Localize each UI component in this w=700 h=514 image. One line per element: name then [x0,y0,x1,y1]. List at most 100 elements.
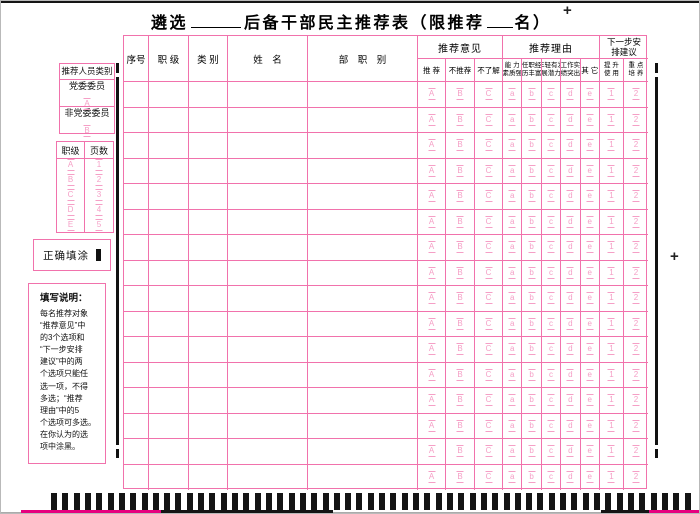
entry-cell[interactable] [189,311,228,337]
entry-cell[interactable] [228,311,308,337]
bubble-cell[interactable]: C [475,82,503,108]
bubble-cell[interactable]: 1 [599,133,624,159]
bubble-A[interactable]: A [428,293,435,303]
entry-cell[interactable] [308,362,418,388]
bubble-cell[interactable]: c [542,464,562,490]
bubble-2[interactable]: 2 [633,395,639,405]
bubble-C[interactable]: C [485,318,492,328]
bubble-cell[interactable]: b [522,158,542,184]
bubble-a[interactable]: a [509,165,515,175]
bubble-d[interactable]: d [568,472,573,482]
bubble-A[interactable]: A [428,267,435,277]
bubble-d[interactable]: d [568,369,573,379]
bubble-cell[interactable]: C [475,158,503,184]
bubble-a[interactable]: a [509,369,515,379]
bubble-cell[interactable]: b [522,311,542,337]
entry-cell[interactable] [228,464,308,490]
bubble-cell[interactable]: 1 [599,413,624,439]
bubble-e[interactable]: e [587,395,592,405]
bubble-cell[interactable]: d [561,82,581,108]
bubble-1[interactable]: 1 [609,267,614,277]
bubble-A[interactable]: A [428,420,435,430]
bubble-cell[interactable]: A [418,311,446,337]
entry-cell[interactable] [189,464,228,490]
bubble-cell[interactable]: A [418,235,446,261]
bubble-cell[interactable]: B [446,235,475,261]
bubble-cell[interactable]: A [418,209,446,235]
bubble-B[interactable]: B [84,126,90,135]
bubble-1[interactable]: 1 [609,395,614,405]
bubble-cell[interactable]: a [503,133,523,159]
bubble-A[interactable]: A [428,446,435,456]
bubble-cell[interactable]: C [475,286,503,312]
entry-cell[interactable] [149,362,189,388]
bubble-cell[interactable]: B [446,388,475,414]
bubble-cell[interactable]: 2 [623,286,648,312]
bubble-cell[interactable]: a [503,362,523,388]
entry-cell[interactable] [228,362,308,388]
bubble-b[interactable]: b [529,89,534,99]
bubble-cell[interactable]: b [522,337,542,363]
bubble-B[interactable]: B [457,267,463,277]
bubble-C[interactable]: C [485,242,492,252]
bubble-1[interactable]: 1 [609,216,614,226]
bubble-c[interactable]: c [548,420,553,430]
bubble-cell[interactable]: C [475,464,503,490]
bubble-b[interactable]: b [529,267,534,277]
bubble-cell[interactable]: d [561,413,581,439]
bubble-cell[interactable]: b [522,133,542,159]
bubble-C[interactable]: C [67,189,74,199]
entry-cell[interactable] [228,107,308,133]
bubble-e[interactable]: e [587,242,592,252]
bubble-B[interactable]: B [457,165,463,175]
entry-cell[interactable] [308,82,418,108]
entry-cell[interactable] [189,362,228,388]
bubble-b[interactable]: b [529,242,534,252]
bubble-cell[interactable]: 1 [600,464,624,490]
bubble-cell[interactable]: c [541,260,562,286]
bubble-cell[interactable]: b [522,82,542,108]
bubble-c[interactable]: c [548,191,553,201]
bubble-cell[interactable]: d [561,311,581,337]
bubble-C[interactable]: C [485,140,492,150]
bubble-cell[interactable]: A [418,388,446,414]
entry-cell[interactable] [228,260,308,286]
bubble-cell[interactable]: c [541,235,562,261]
entry-cell[interactable] [149,82,189,108]
entry-cell[interactable] [149,413,189,439]
bubble-c[interactable]: c [548,114,553,124]
entry-cell[interactable] [189,235,228,261]
bubble-c[interactable]: c [548,140,553,150]
bubble-2[interactable]: 2 [633,216,639,226]
bubble-c[interactable]: c [548,216,553,226]
bubble-cell[interactable]: d [561,337,581,363]
bubble-cell[interactable]: c [541,362,562,388]
bubble-cell[interactable]: C [475,133,503,159]
bubble-e[interactable]: e [587,369,592,379]
bubble-cell[interactable]: b [522,107,542,133]
bubble-cell[interactable]: C [475,260,503,286]
bubble-cell[interactable]: 2 [623,184,648,210]
bubble-cell[interactable]: a [503,464,523,490]
entry-cell[interactable] [124,184,149,210]
bubble-a[interactable]: a [509,140,515,150]
bubble-cell[interactable]: b [522,413,542,439]
entry-cell[interactable] [124,209,149,235]
bubble-cell[interactable]: e [580,209,600,235]
bubble-B[interactable]: B [457,89,463,99]
bubble-cell[interactable]: d [561,388,581,414]
bubble-C[interactable]: C [485,89,492,99]
entry-cell[interactable] [308,184,418,210]
entry-cell[interactable] [124,337,149,363]
bubble-cell[interactable]: A [418,158,446,184]
entry-cell[interactable] [189,133,228,159]
bubble-cell[interactable]: B [446,158,475,184]
bubble-cell[interactable]: c [541,107,562,133]
bubble-cell[interactable]: d [561,464,581,490]
bubble-cell[interactable]: C [475,235,503,261]
bubble-cell[interactable]: 2 [623,363,648,388]
bubble-cell[interactable]: C [475,439,503,465]
bubble-cell[interactable]: e [580,413,600,439]
bubble-A[interactable]: A [428,216,435,226]
bubble-cell[interactable]: B [446,82,475,108]
